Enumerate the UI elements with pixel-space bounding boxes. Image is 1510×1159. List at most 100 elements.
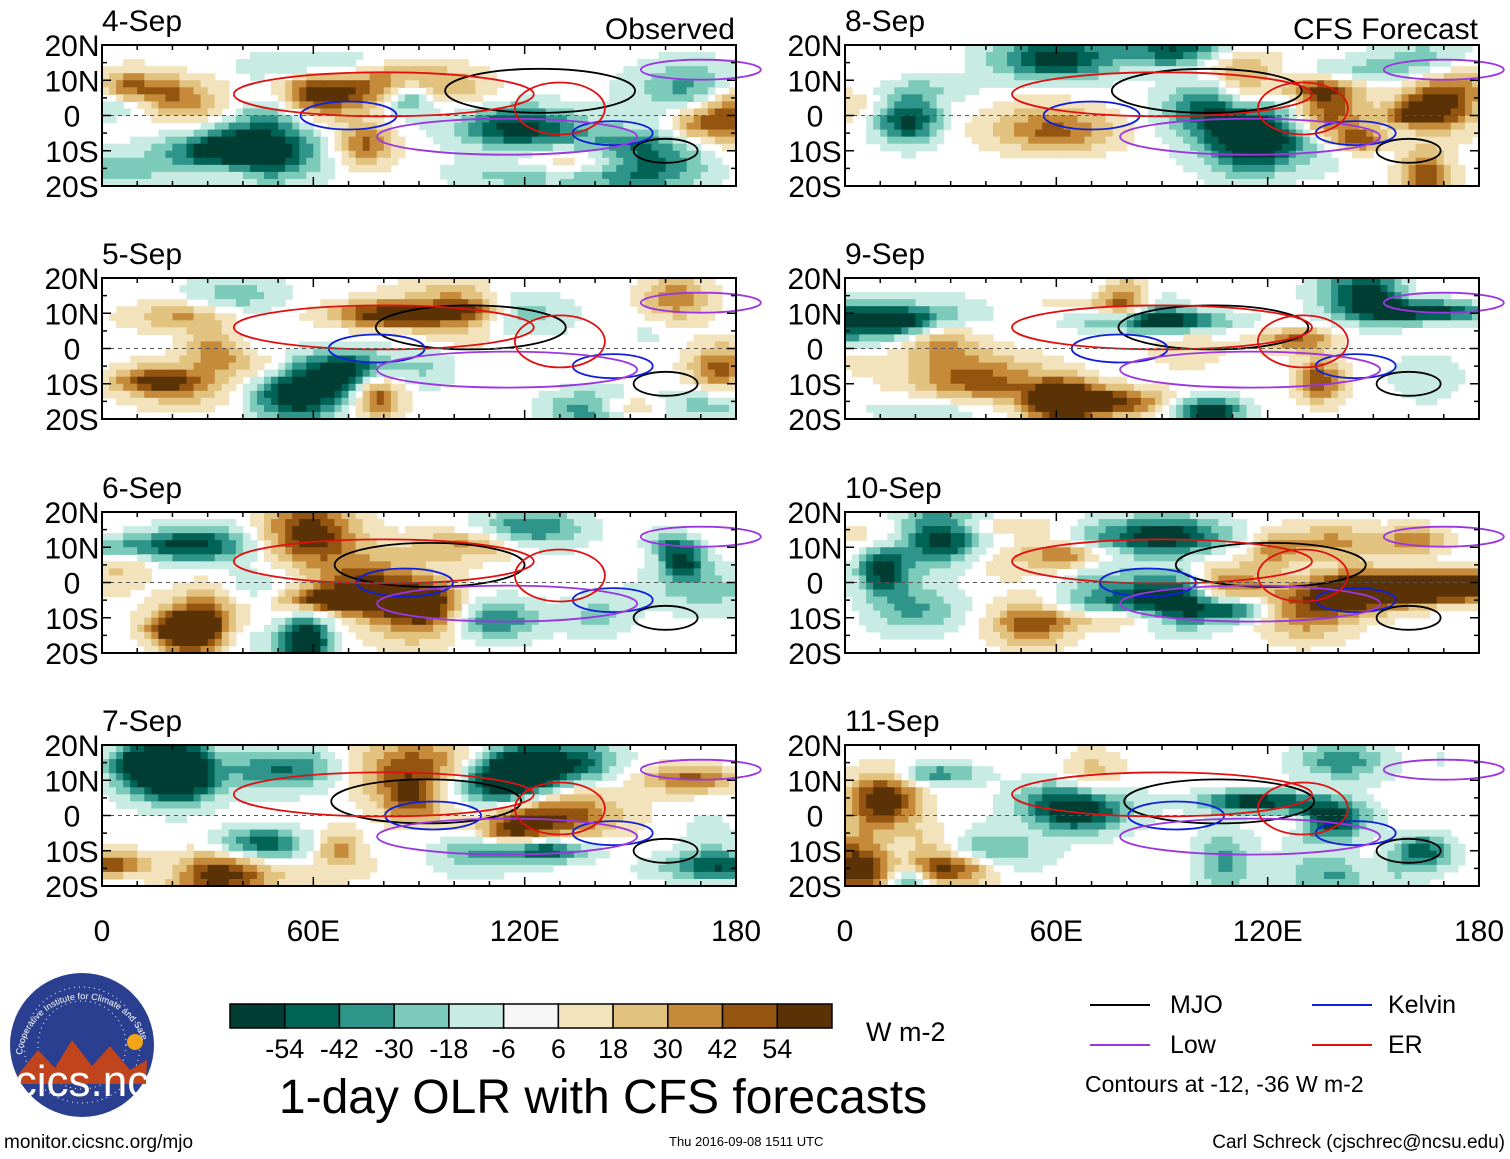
olr-cell [151,150,159,159]
olr-cell [228,157,237,166]
olr-cell [644,596,653,605]
olr-cell [461,568,469,577]
olr-cell [306,759,314,767]
olr-cell [545,299,554,307]
olr-cell [313,136,321,145]
olr-cell [355,533,364,541]
olr-cell [186,787,195,795]
olr-cell [433,80,441,88]
olr-cell [700,80,709,88]
olr-cell [454,843,462,852]
olr-cell [679,554,688,562]
olr-cell [130,857,138,866]
olr-cell [700,299,709,307]
olr-cell [221,801,230,810]
olr-cell [686,533,695,541]
olr-cell [144,390,152,399]
olr-cell [411,610,420,619]
olr-cell [242,362,251,371]
olr-cell [616,589,624,598]
olr-cell [390,383,399,392]
olr-cell [616,829,624,838]
olr-cell [616,752,624,760]
olr-cell [454,278,462,286]
olr-cell [538,178,547,187]
olr-cell [137,80,145,88]
olr-cell [249,129,258,138]
olr-cell [362,624,371,633]
olr-cell [672,164,681,173]
olr-cell [278,843,286,852]
olr-cell [221,87,230,95]
olr-cell [242,348,251,357]
olr-cell [193,519,202,527]
olr-cell [109,390,117,399]
olr-cell [334,94,343,102]
olr-cell [693,52,702,60]
olr-cell [623,808,631,817]
olr-cell [700,306,709,314]
olr-cell [433,631,441,640]
olr-cell [116,582,124,591]
olr-cell [376,150,385,159]
olr-cell [679,122,688,131]
olr-cell [158,397,166,406]
olr-cell [700,547,709,555]
olr-cell [172,759,181,767]
olr-cell [693,411,702,420]
olr-cell [334,822,343,831]
olr-cell [644,122,653,131]
olr-cell [299,94,307,102]
olr-cell [144,306,152,314]
olr-cell [376,108,385,117]
olr-cell [665,87,674,95]
olr-cell [369,397,378,406]
olr-cell [327,575,336,584]
olr-cell [426,108,434,117]
olr-cell [249,645,258,654]
olr-cell [193,376,202,385]
olr-cell [616,108,624,117]
olr-cell [665,164,674,173]
olr-cell [151,547,159,555]
olr-cell [588,624,596,633]
olr-cell [320,526,329,534]
olr-cell [686,568,695,577]
olr-cell [510,787,519,795]
olr-cell [707,568,716,577]
olr-cell [651,171,660,180]
olr-cell [214,850,223,859]
olr-cell [721,404,730,413]
olr-cell [714,561,723,569]
olr-cell [390,362,399,371]
olr-cell [158,561,166,569]
olr-cell [137,320,145,328]
olr-cell [658,94,667,102]
olr-cell [728,341,737,350]
olr-cell [292,610,300,619]
olr-cell [221,285,230,293]
olr-cell [193,129,202,138]
olr-cell [700,313,709,321]
olr-cell [327,157,336,166]
olr-cell [327,561,336,569]
olr-cell [172,306,181,314]
olr-cell [489,512,498,520]
olr-cell [419,603,427,612]
olr-cell [137,136,145,145]
olr-cell [292,794,300,802]
olr-cell [447,285,455,293]
olr-cell [165,850,174,859]
olr-cell [348,575,357,584]
olr-cell [313,596,321,605]
olr-cell [186,157,195,166]
olr-cell [419,787,427,795]
olr-cell [151,101,159,110]
olr-cell [440,575,448,584]
olr-cell [348,603,357,612]
olr-cell [313,547,321,555]
olr-cell [362,320,371,328]
olr-cell [672,94,681,102]
olr-cell [242,759,251,767]
olr-cell [581,822,589,831]
